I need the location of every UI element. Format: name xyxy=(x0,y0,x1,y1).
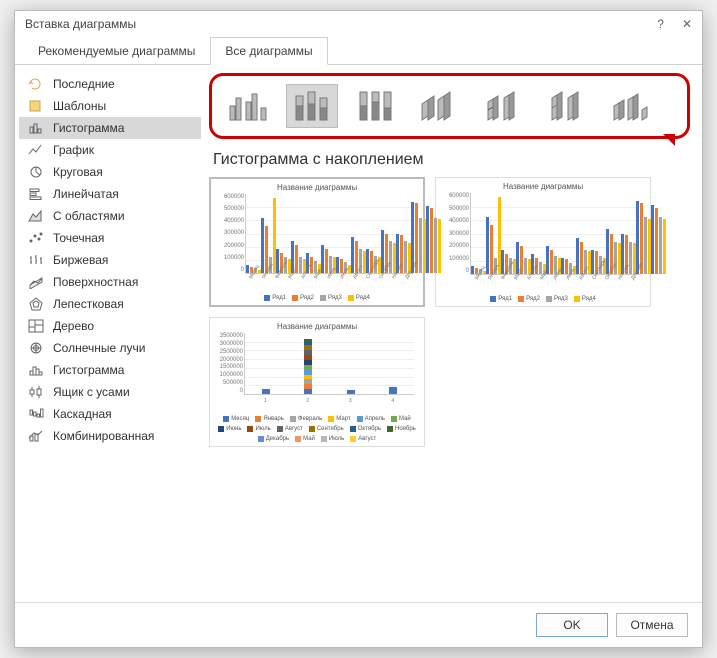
chart-preview[interactable]: Название диаграммы 3500000300000025000002… xyxy=(209,317,425,447)
boxwhisker-icon xyxy=(27,384,45,400)
sidebar-item-radar[interactable]: Лепестковая xyxy=(19,293,201,315)
sidebar-item-sunburst[interactable]: Солнечные лучи xyxy=(19,337,201,359)
cancel-button[interactable]: Отмена xyxy=(616,613,688,637)
sidebar-item-label: Поверхностная xyxy=(53,275,138,289)
chart-category-sidebar: Последние Шаблоны Гистограмма График Кругова… xyxy=(15,65,205,602)
preview-title: Название диаграммы xyxy=(217,183,417,192)
sidebar-item-recent[interactable]: Последние xyxy=(19,73,201,95)
radar-icon xyxy=(27,296,45,312)
sidebar-item-label: Точечная xyxy=(53,231,104,245)
sidebar-item-templates[interactable]: Шаблоны xyxy=(19,95,201,117)
help-icon[interactable]: ? xyxy=(657,17,664,31)
sidebar-item-stock[interactable]: Биржевая xyxy=(19,249,201,271)
line-icon xyxy=(27,142,45,158)
close-icon[interactable]: ✕ xyxy=(682,17,692,31)
sidebar-item-waterfall[interactable]: Каскадная xyxy=(19,403,201,425)
insert-chart-dialog: Вставка диаграммы ? ✕ Рекомендуемые диаг… xyxy=(14,10,703,648)
area-icon xyxy=(27,208,45,224)
sidebar-item-area[interactable]: С областями xyxy=(19,205,201,227)
sidebar-item-treemap[interactable]: Дерево xyxy=(19,315,201,337)
column-icon xyxy=(27,120,45,136)
sidebar-item-column[interactable]: Гистограмма xyxy=(19,117,201,139)
tab-recommended[interactable]: Рекомендуемые диаграммы xyxy=(23,37,210,64)
chart-subtype-6[interactable] xyxy=(606,84,658,128)
bar-icon xyxy=(27,186,45,202)
chart-plot: 3500000300000025000002000000150000010000… xyxy=(244,333,414,395)
sidebar-item-combo[interactable]: Комбинированная xyxy=(19,425,201,447)
content-pane: Гистограмма с накоплением Название диагр… xyxy=(205,65,702,602)
chart-preview[interactable]: Название диаграммы6000005000004000003000… xyxy=(435,177,651,307)
stock-icon xyxy=(27,252,45,268)
sidebar-item-bar[interactable]: Линейчатая xyxy=(19,183,201,205)
sidebar-item-label: График xyxy=(53,143,94,157)
sidebar-item-label: Линейчатая xyxy=(53,187,119,201)
treemap-icon xyxy=(27,318,45,334)
sidebar-item-label: Гистограмма xyxy=(53,363,124,377)
titlebar: Вставка диаграммы ? ✕ xyxy=(15,11,702,37)
sidebar-item-surface[interactable]: Поверхностная xyxy=(19,271,201,293)
dialog-title: Вставка диаграммы xyxy=(25,17,136,31)
sidebar-item-label: Шаблоны xyxy=(53,99,106,113)
sidebar-item-label: Дерево xyxy=(53,319,94,333)
chart-preview[interactable]: Название диаграммы6000005000004000003000… xyxy=(209,177,425,307)
sidebar-item-label: С областями xyxy=(53,209,125,223)
chart-subtype-1[interactable] xyxy=(286,84,338,128)
sidebar-item-label: Ящик с усами xyxy=(53,385,130,399)
sidebar-item-boxwhisker[interactable]: Ящик с усами xyxy=(19,381,201,403)
scatter-icon xyxy=(27,230,45,246)
sidebar-item-label: Гистограмма xyxy=(53,121,124,135)
tab-all[interactable]: Все диаграммы xyxy=(210,37,327,65)
sidebar-item-label: Лепестковая xyxy=(53,297,124,311)
sidebar-item-label: Последние xyxy=(53,77,115,91)
sunburst-icon xyxy=(27,340,45,356)
chart-subtype-5[interactable] xyxy=(542,84,594,128)
chart-subtype-4[interactable] xyxy=(478,84,530,128)
surface-icon xyxy=(27,274,45,290)
preview-title: Название диаграммы xyxy=(216,322,418,331)
chart-subtype-row xyxy=(209,73,690,139)
sidebar-item-label: Солнечные лучи xyxy=(53,341,145,355)
chart-subtype-3[interactable] xyxy=(414,84,466,128)
chart-subtype-0[interactable] xyxy=(222,84,274,128)
combo-icon xyxy=(27,428,45,444)
tabs: Рекомендуемые диаграммы Все диаграммы xyxy=(15,37,702,65)
section-title: Гистограмма с накоплением xyxy=(213,151,690,169)
sidebar-item-pie[interactable]: Круговая xyxy=(19,161,201,183)
sidebar-item-line[interactable]: График xyxy=(19,139,201,161)
sidebar-item-label: Круговая xyxy=(53,165,103,179)
templates-icon xyxy=(27,98,45,114)
sidebar-item-histogram[interactable]: Гистограмма xyxy=(19,359,201,381)
sidebar-item-label: Комбинированная xyxy=(53,429,154,443)
histogram-icon xyxy=(27,362,45,378)
preview-title: Название диаграммы xyxy=(442,182,644,191)
dialog-footer: OK Отмена xyxy=(15,602,702,647)
pie-icon xyxy=(27,164,45,180)
chart-subtype-2[interactable] xyxy=(350,84,402,128)
sidebar-item-scatter[interactable]: Точечная xyxy=(19,227,201,249)
ok-button[interactable]: OK xyxy=(536,613,608,637)
recent-icon xyxy=(27,76,45,92)
sidebar-item-label: Каскадная xyxy=(53,407,112,421)
sidebar-item-label: Биржевая xyxy=(53,253,108,267)
chart-previews: Название диаграммы6000005000004000003000… xyxy=(209,177,690,447)
waterfall-icon xyxy=(27,406,45,422)
